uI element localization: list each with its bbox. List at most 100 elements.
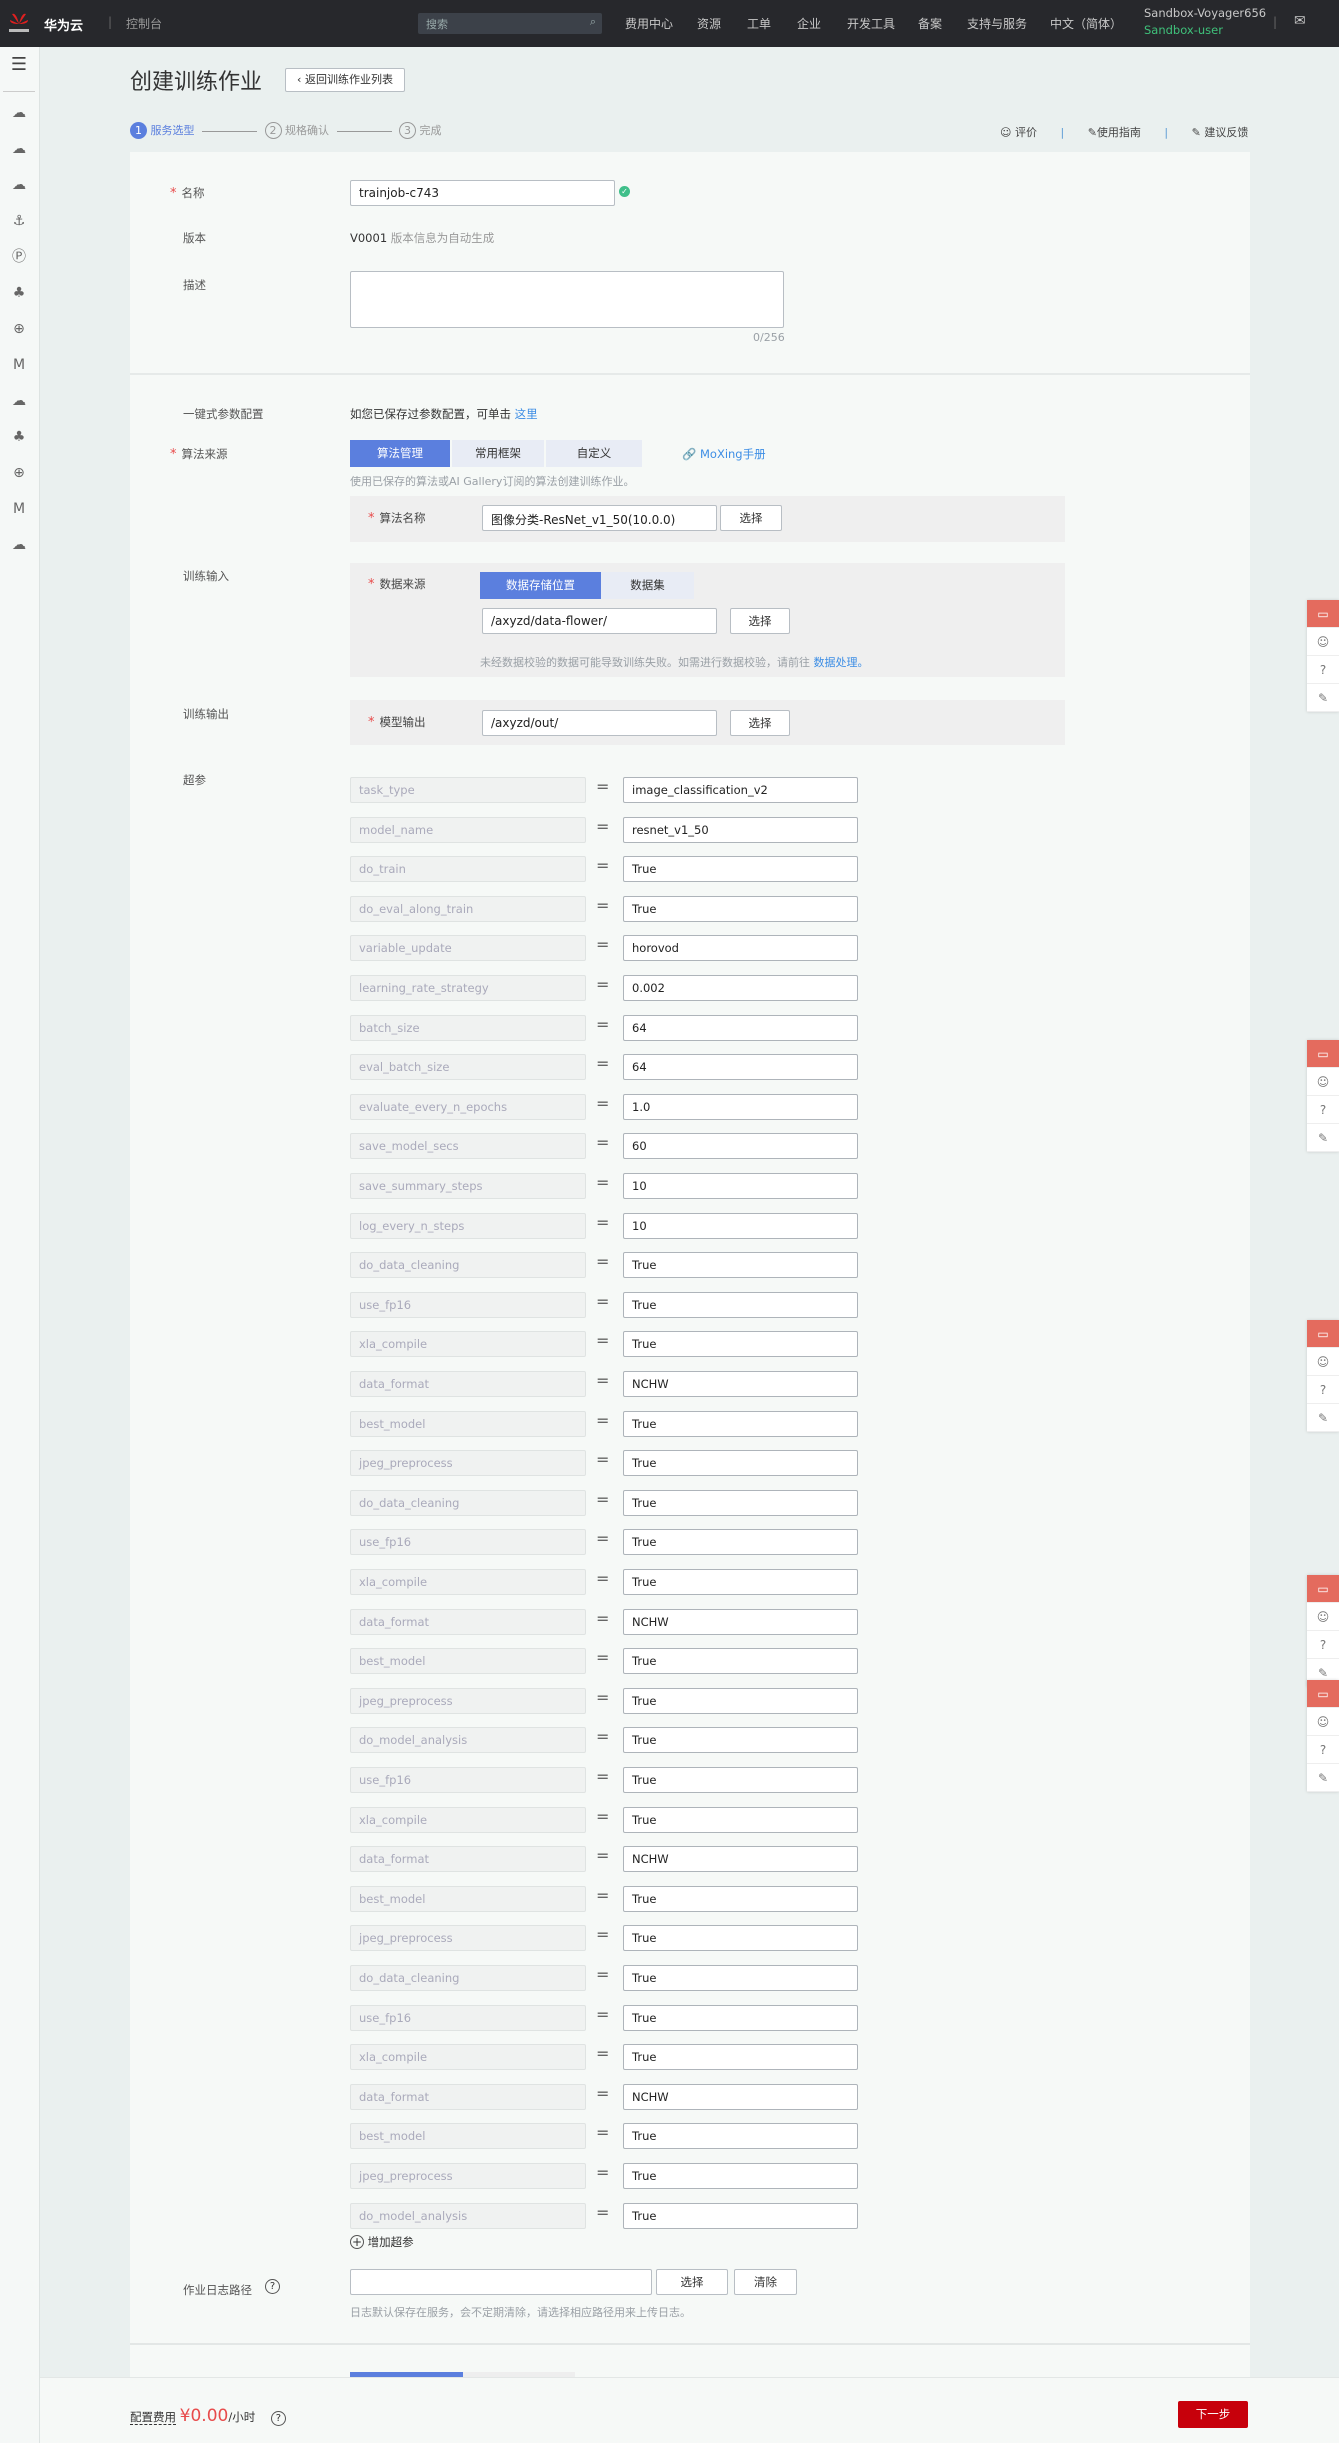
fee-help-icon[interactable]: ? xyxy=(270,2411,286,2426)
nav-support[interactable]: 支持与服务 xyxy=(967,17,1028,31)
help-icon[interactable]: ? xyxy=(265,2279,280,2294)
service-icon[interactable]: ☺ xyxy=(1307,628,1339,656)
param-value-input[interactable]: 60 xyxy=(623,1133,858,1160)
param-value-input[interactable]: True xyxy=(623,2123,858,2150)
param-key-input[interactable]: best_model xyxy=(350,1885,586,1912)
param-key-input[interactable]: xla_compile xyxy=(350,1806,586,1833)
param-value-input[interactable]: image_classification_v2 xyxy=(623,777,858,803)
param-key-input[interactable]: model_name xyxy=(350,816,586,843)
param-key-input[interactable]: batch_size xyxy=(350,1014,586,1041)
param-value-input[interactable]: True xyxy=(623,1450,858,1477)
param-key-input[interactable]: best_model xyxy=(350,1410,586,1437)
param-value-input[interactable]: 10 xyxy=(623,1212,858,1239)
param-value-input[interactable]: True xyxy=(623,1489,858,1516)
oneclick-here-link[interactable]: 这里 xyxy=(514,407,538,421)
modelarts-icon[interactable]: M xyxy=(12,357,26,373)
param-value-input[interactable]: True xyxy=(623,1925,858,1952)
globe-icon[interactable]: ⊕ xyxy=(13,465,25,481)
output-path-input[interactable]: /axyzd/out/ xyxy=(482,710,717,736)
param-key-input[interactable]: use_fp16 xyxy=(350,1291,586,1318)
param-value-input[interactable]: NCHW xyxy=(623,1846,858,1873)
service-icon[interactable]: ☺ xyxy=(1307,1708,1339,1736)
param-key-input[interactable]: xla_compile xyxy=(350,1569,586,1595)
service-icon[interactable]: ☺ xyxy=(1307,1603,1339,1631)
param-value-input[interactable]: True xyxy=(623,1965,858,1991)
param-key-input[interactable]: data_format xyxy=(350,1846,586,1873)
param-key-input[interactable]: do_eval_along_train xyxy=(350,895,586,922)
cloud-icon[interactable]: ☁ xyxy=(12,141,26,157)
param-value-input[interactable]: True xyxy=(623,1687,858,1714)
param-value-input[interactable]: True xyxy=(623,856,858,883)
fee-label[interactable]: 配置费用 xyxy=(130,2410,176,2425)
cluster-icon[interactable]: ♣ xyxy=(12,285,26,301)
param-value-input[interactable]: NCHW xyxy=(623,2083,858,2110)
param-key-input[interactable]: jpeg_preprocess xyxy=(350,1450,586,1477)
guide-link[interactable]: ✎使用指南 xyxy=(1088,126,1141,139)
param-key-input[interactable]: jpeg_preprocess xyxy=(350,1687,586,1714)
nav-tickets[interactable]: 工单 xyxy=(747,17,772,31)
output-path-select-button[interactable]: 选择 xyxy=(730,710,790,736)
param-key-input[interactable]: best_model xyxy=(350,1648,586,1675)
question-icon[interactable]: ? xyxy=(1307,656,1339,684)
edit-icon[interactable]: ✎ xyxy=(1307,1764,1339,1792)
data-processing-link[interactable]: 数据处理。 xyxy=(813,656,869,669)
param-value-input[interactable]: NCHW xyxy=(623,1608,858,1635)
param-value-input[interactable]: True xyxy=(623,1885,858,1912)
back-to-list-button[interactable]: ‹ 返回训练作业列表 xyxy=(285,68,405,92)
log-clear-button[interactable]: 清除 xyxy=(734,2269,797,2295)
param-key-input[interactable]: save_summary_steps xyxy=(350,1173,586,1199)
data-path-input[interactable]: /axyzd/data-flower/ xyxy=(482,608,717,634)
description-textarea[interactable] xyxy=(350,271,784,328)
edit-icon[interactable]: ✎ xyxy=(1307,1404,1339,1432)
param-key-input[interactable]: log_every_n_steps xyxy=(350,1212,586,1239)
data-path-select-button[interactable]: 选择 xyxy=(730,608,790,634)
moxing-manual-link[interactable]: MoXing手册 xyxy=(699,447,766,461)
log-select-button[interactable]: 选择 xyxy=(656,2269,728,2295)
param-value-input[interactable]: True xyxy=(623,1529,858,1556)
huawei-logo-icon[interactable] xyxy=(8,10,30,36)
param-value-input[interactable]: True xyxy=(623,1252,858,1279)
param-key-input[interactable]: variable_update xyxy=(350,935,586,962)
param-key-input[interactable]: xla_compile xyxy=(350,2044,586,2071)
name-input[interactable]: trainjob-c743 xyxy=(350,180,615,206)
param-value-input[interactable]: True xyxy=(623,1331,858,1358)
param-value-input[interactable]: True xyxy=(623,1291,858,1318)
param-key-input[interactable]: do_data_cleaning xyxy=(350,1489,586,1516)
param-value-input[interactable]: True xyxy=(623,895,858,922)
account-name[interactable]: Sandbox-Voyager656 xyxy=(1144,6,1267,20)
param-key-input[interactable]: jpeg_preprocess xyxy=(350,1925,586,1952)
chat-icon[interactable]: ▭ xyxy=(1307,1040,1339,1068)
param-key-input[interactable]: eval_batch_size xyxy=(350,1054,586,1081)
chat-icon[interactable]: ▭ xyxy=(1307,1575,1339,1603)
param-key-input[interactable]: jpeg_preprocess xyxy=(350,2163,586,2189)
add-hyperparam-button[interactable]: + 增加超参 xyxy=(350,2234,414,2250)
cloud-ip-icon[interactable]: ☁ xyxy=(12,177,26,193)
mail-icon[interactable]: ✉ xyxy=(1294,13,1306,29)
param-value-input[interactable]: NCHW xyxy=(623,1371,858,1397)
console-link[interactable]: 控制台 xyxy=(126,17,163,31)
next-step-button[interactable]: 下一步 xyxy=(1178,2401,1248,2428)
nav-enterprise[interactable]: 企业 xyxy=(797,17,822,31)
param-value-input[interactable]: True xyxy=(623,1569,858,1595)
chat-icon[interactable]: ▭ xyxy=(1307,600,1339,628)
nav-devtools[interactable]: 开发工具 xyxy=(847,17,896,31)
param-key-input[interactable]: learning_rate_strategy xyxy=(350,975,586,1001)
param-key-input[interactable]: use_fp16 xyxy=(350,1529,586,1556)
param-value-input[interactable]: 64 xyxy=(623,1054,858,1081)
algo-select-button[interactable]: 选择 xyxy=(720,505,782,531)
modelarts-icon[interactable]: M xyxy=(12,501,26,517)
param-value-input[interactable]: True xyxy=(623,1806,858,1833)
param-key-input[interactable]: use_fp16 xyxy=(350,2004,586,2031)
tab-data-storage[interactable]: 数据存储位置 xyxy=(480,572,601,599)
param-key-input[interactable]: data_format xyxy=(350,1608,586,1635)
nav-resources[interactable]: 资源 xyxy=(697,17,722,31)
anchor-icon[interactable]: ⚓ xyxy=(12,213,26,229)
param-key-input[interactable]: data_format xyxy=(350,2083,586,2110)
nav-icp[interactable]: 备案 xyxy=(918,17,943,31)
param-value-input[interactable]: horovod xyxy=(623,935,858,962)
chat-icon[interactable]: ▭ xyxy=(1307,1320,1339,1348)
cloud-upload-icon[interactable]: ☁ xyxy=(12,393,26,409)
param-key-input[interactable]: do_data_cleaning xyxy=(350,1252,586,1279)
service-icon[interactable]: ☺ xyxy=(1307,1348,1339,1376)
tab-common-frameworks[interactable]: 常用框架 xyxy=(452,440,544,467)
